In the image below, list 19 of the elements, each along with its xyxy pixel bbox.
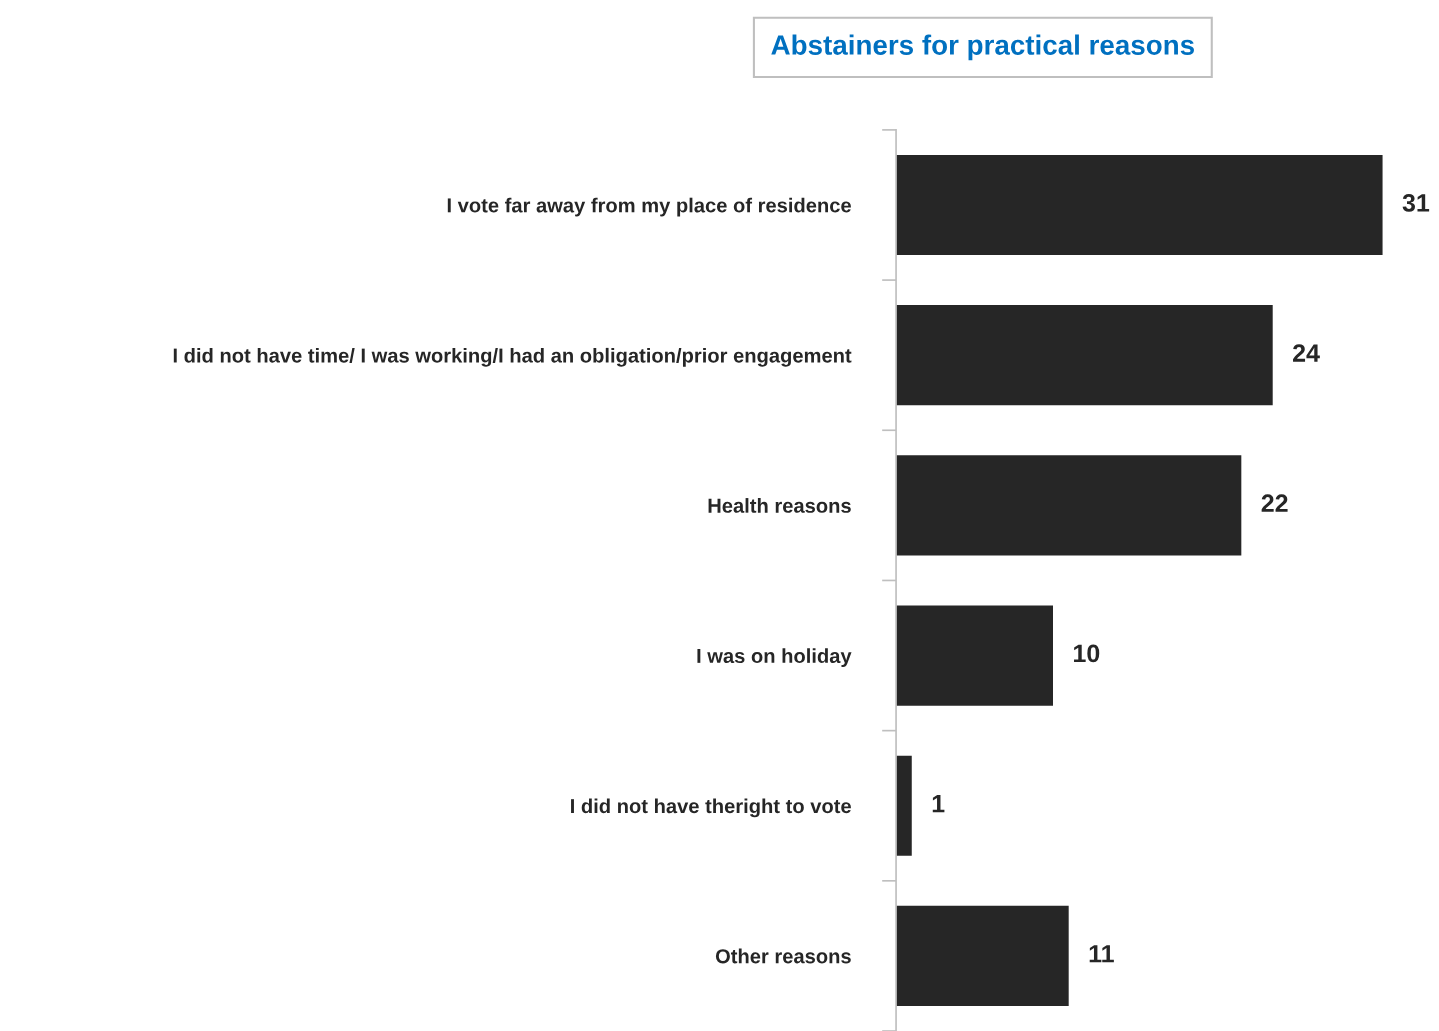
data-label: 11	[1089, 945, 1114, 963]
data-label: 22	[1261, 494, 1288, 512]
data-label: 1	[932, 794, 945, 813]
y-tick-label: I did not have time/ I was working/I had an obligation/prior engagement	[173, 347, 852, 367]
bar	[896, 905, 1069, 1006]
data-label: 10	[1074, 644, 1100, 663]
y-tick-label: Other reasons	[715, 948, 851, 964]
data-label: 31	[1402, 194, 1430, 212]
bar	[896, 755, 912, 856]
bar	[896, 605, 1053, 706]
y-tick-label: I was on holiday	[697, 648, 852, 668]
bar	[896, 455, 1242, 556]
bar	[896, 154, 1383, 256]
bar	[896, 305, 1273, 406]
chart-title: Abstainers for practical reasons	[771, 34, 1194, 61]
y-tick-label: Health reasons	[708, 498, 851, 513]
y-tick-label: I vote far away from my place of residence	[447, 197, 851, 217]
data-label: 24	[1293, 344, 1320, 362]
y-tick-label: I did not have theright to vote	[571, 798, 851, 818]
